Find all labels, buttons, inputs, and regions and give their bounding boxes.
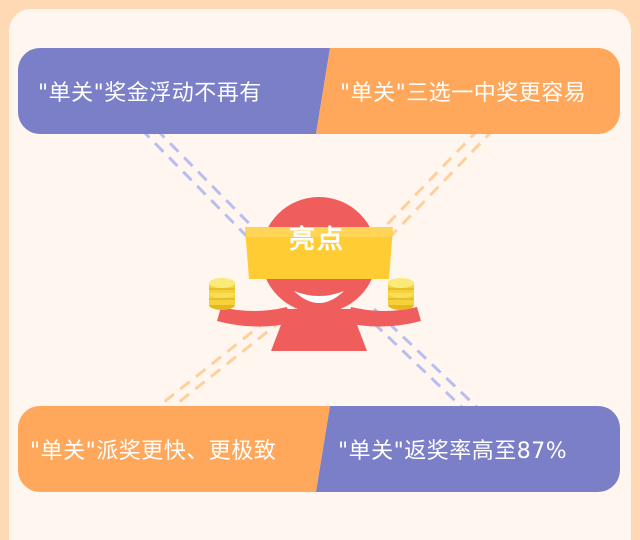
mascot-icon bbox=[209, 197, 421, 351]
feature-fixed-odds-label: "单关"奖金浮动不再有 bbox=[38, 81, 262, 106]
mascot-smile bbox=[294, 291, 344, 303]
feature-return-rate: "单关"返奖率高至87% bbox=[316, 406, 620, 492]
highlight-badge: 亮点 bbox=[288, 225, 345, 255]
feature-three-choice: "单关"三选一中奖更容易 bbox=[316, 48, 620, 134]
mascot-body bbox=[271, 309, 367, 351]
coin-stack-icon bbox=[388, 278, 414, 310]
feature-fast-payout-label: "单关"派奖更快、更极致 bbox=[30, 439, 277, 464]
infographic-card: "单关"奖金浮动不再有 "单关"三选一中奖更容易 bbox=[9, 9, 631, 540]
coin-stack-icon bbox=[209, 278, 235, 310]
feature-fast-payout: "单关"派奖更快、更极致 bbox=[18, 406, 330, 492]
mascot-right-arm bbox=[347, 307, 421, 327]
feature-return-rate-label: "单关"返奖率高至87% bbox=[338, 439, 568, 464]
top-feature-row: "单关"奖金浮动不再有 "单关"三选一中奖更容易 bbox=[18, 48, 620, 134]
feature-fixed-odds: "单关"奖金浮动不再有 bbox=[18, 48, 330, 134]
bottom-feature-row: "单关"派奖更快、更极致 "单关"返奖率高至87% bbox=[18, 406, 620, 492]
mascot-left-arm bbox=[217, 307, 291, 327]
feature-three-choice-label: "单关"三选一中奖更容易 bbox=[340, 81, 587, 106]
connector-line-top-right bbox=[347, 127, 481, 266]
mascot-headband bbox=[245, 227, 393, 279]
